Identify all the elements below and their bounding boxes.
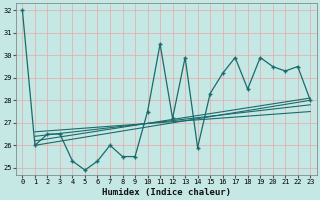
X-axis label: Humidex (Indice chaleur): Humidex (Indice chaleur) — [102, 188, 231, 197]
